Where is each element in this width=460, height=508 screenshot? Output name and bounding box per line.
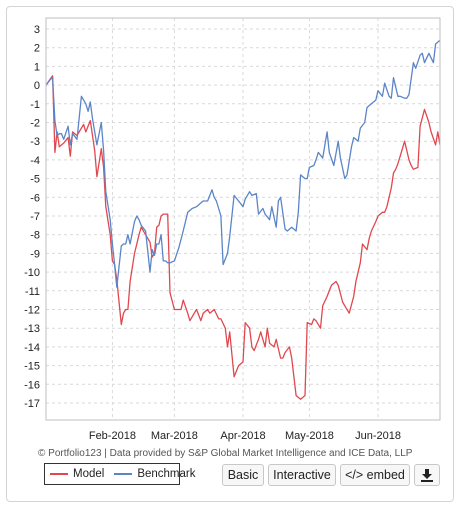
y-axis-ticks: 3 2 1 0 -1 -2 -3 -4 -5 -6 -7 -8 -9 -10 -11 -12 -13 -14 -15…	[24, 24, 40, 410]
y-tick-label: -13	[24, 323, 40, 335]
legend-item-benchmark[interactable]: Benchmark	[114, 468, 196, 480]
download-icon	[421, 469, 433, 482]
data-credit: © Portfolio123 | Data provided by S&P Gl…	[38, 448, 413, 459]
y-tick-label: -11	[25, 286, 40, 298]
embed-button[interactable]: </> embed	[340, 464, 410, 486]
y-tick-label: -7	[30, 211, 40, 223]
y-tick-label: -1	[30, 99, 40, 111]
grid-lines	[46, 18, 440, 420]
plot-area-border	[45, 17, 441, 421]
x-tick-label: May-2018	[285, 430, 334, 442]
y-tick-label: -6	[30, 192, 40, 204]
interactive-button[interactable]: Interactive	[268, 464, 336, 486]
y-tick-label: -9	[30, 248, 40, 260]
y-tick-label: 0	[34, 80, 40, 92]
chart-card	[6, 6, 454, 502]
x-tick-label: Jun-2018	[355, 430, 401, 442]
legend-label-benchmark: Benchmark	[137, 468, 196, 480]
series-line-benchmark	[45, 39, 441, 288]
y-tick-label: -17	[24, 398, 40, 410]
y-tick-label: -3	[30, 136, 40, 148]
series-line-model	[45, 75, 441, 400]
legend-label-model: Model	[73, 468, 105, 480]
y-tick-label: -12	[24, 305, 40, 317]
y-tick-label: -10	[24, 267, 40, 279]
y-tick-label: 1	[34, 61, 40, 73]
y-tick-label: -15	[24, 361, 40, 373]
legend-swatch-model	[50, 473, 68, 475]
y-tick-label: -4	[30, 155, 40, 167]
x-axis-ticks: Feb-2018 Mar-2018 Apr-2018 May-2018 Jun-2018	[89, 430, 401, 442]
chart-legend[interactable]: Model Benchmark	[44, 463, 196, 485]
download-button[interactable]	[414, 464, 440, 486]
y-tick-label: -16	[24, 379, 40, 391]
legend-swatch-benchmark	[114, 473, 133, 475]
y-tick-label: 2	[34, 43, 40, 55]
basic-button[interactable]: Basic	[222, 464, 264, 486]
x-tick-label: Feb-2018	[89, 430, 136, 442]
y-tick-label: -8	[30, 230, 40, 242]
y-tick-label: -14	[24, 342, 40, 354]
x-tick-label: Apr-2018	[220, 430, 265, 442]
y-tick-label: -5	[30, 174, 40, 186]
series-lines	[45, 39, 441, 400]
legend-item-model[interactable]: Model	[50, 468, 104, 480]
y-tick-label: 3	[34, 24, 40, 36]
x-tick-label: Mar-2018	[151, 430, 198, 442]
y-tick-label: -2	[30, 118, 40, 130]
